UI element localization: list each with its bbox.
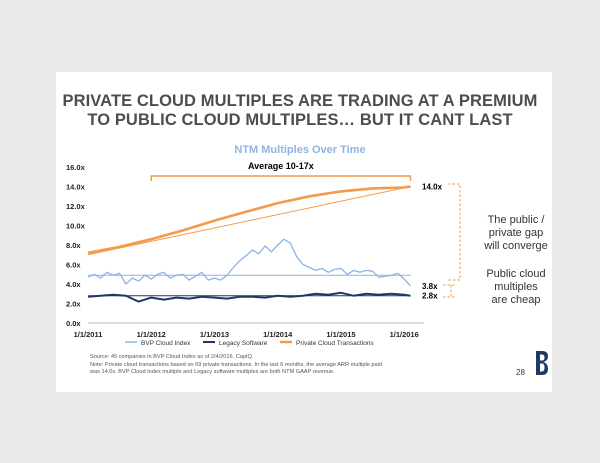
chart-title: NTM Multiples Over Time <box>234 144 365 156</box>
page-number: 28 <box>516 368 525 377</box>
gap-annotation-line: private gap <box>488 227 544 239</box>
legend-label: Private Cloud Transactions <box>296 340 374 347</box>
x-tick-label: 1/1/2012 <box>137 330 166 339</box>
end-value-label: 3.8x <box>422 282 438 291</box>
x-tick-label: 1/1/2014 <box>263 330 293 339</box>
y-tick-label: 4.0x <box>66 280 81 289</box>
y-tick-label: 2.0x <box>66 300 81 309</box>
trend-line <box>87 186 411 256</box>
bracket-label: Average 10-17x <box>248 161 314 171</box>
cheap-annotation-line: are cheap <box>491 294 541 306</box>
cheap-annotation-line: multiples <box>494 281 538 293</box>
bessemer-logo-icon <box>536 351 548 375</box>
series-line <box>87 291 411 303</box>
y-tick-label: 6.0x <box>66 261 81 270</box>
x-tick-label: 1/1/2015 <box>326 330 355 339</box>
gap-annotation: The public / private gap will converge <box>476 214 556 253</box>
cheap-annotation: Public cloud multiples are cheap <box>476 268 556 307</box>
x-tick-label: 1/1/2011 <box>74 330 103 339</box>
legend-label: BVP Cloud Index <box>141 340 191 347</box>
cheap-connector <box>443 284 455 298</box>
y-tick-label: 8.0x <box>66 241 81 250</box>
x-tick-label: 1/1/2016 <box>390 330 419 339</box>
methodology-note-line-1: Note: Private cloud transactions based o… <box>90 362 382 368</box>
methodology-note-line-2: was 14.0x. BVP Cloud Index multiple and … <box>90 369 335 375</box>
y-tick-label: 0.0x <box>66 319 81 328</box>
slide-background <box>56 72 552 392</box>
bracket-line <box>150 175 412 181</box>
y-tick-label: 10.0x <box>66 222 86 231</box>
end-value-label: 2.8x <box>422 292 438 301</box>
legend-label: Legacy Software <box>219 340 268 347</box>
end-value-label: 14.0x <box>422 183 443 192</box>
gap-annotation-line: The public / <box>487 214 545 226</box>
cheap-annotation-line: Public cloud <box>486 268 546 280</box>
y-tick-label: 16.0x <box>66 163 86 172</box>
source-note: Source: 45 companies in BVP Cloud Index … <box>90 354 254 360</box>
headline-line-1: PRIVATE CLOUD MULTIPLES ARE TRADING AT A… <box>62 92 538 110</box>
series-line <box>87 238 411 287</box>
gap-annotation-line: will converge <box>484 240 548 252</box>
series-line <box>87 185 411 255</box>
y-tick-label: 12.0x <box>66 202 86 211</box>
gap-connector <box>448 183 461 281</box>
x-tick-label: 1/1/2013 <box>200 330 229 339</box>
y-tick-label: 14.0x <box>66 183 86 192</box>
headline-line-2: TO PUBLIC CLOUD MULTIPLES… BUT IT CANT L… <box>87 111 513 129</box>
